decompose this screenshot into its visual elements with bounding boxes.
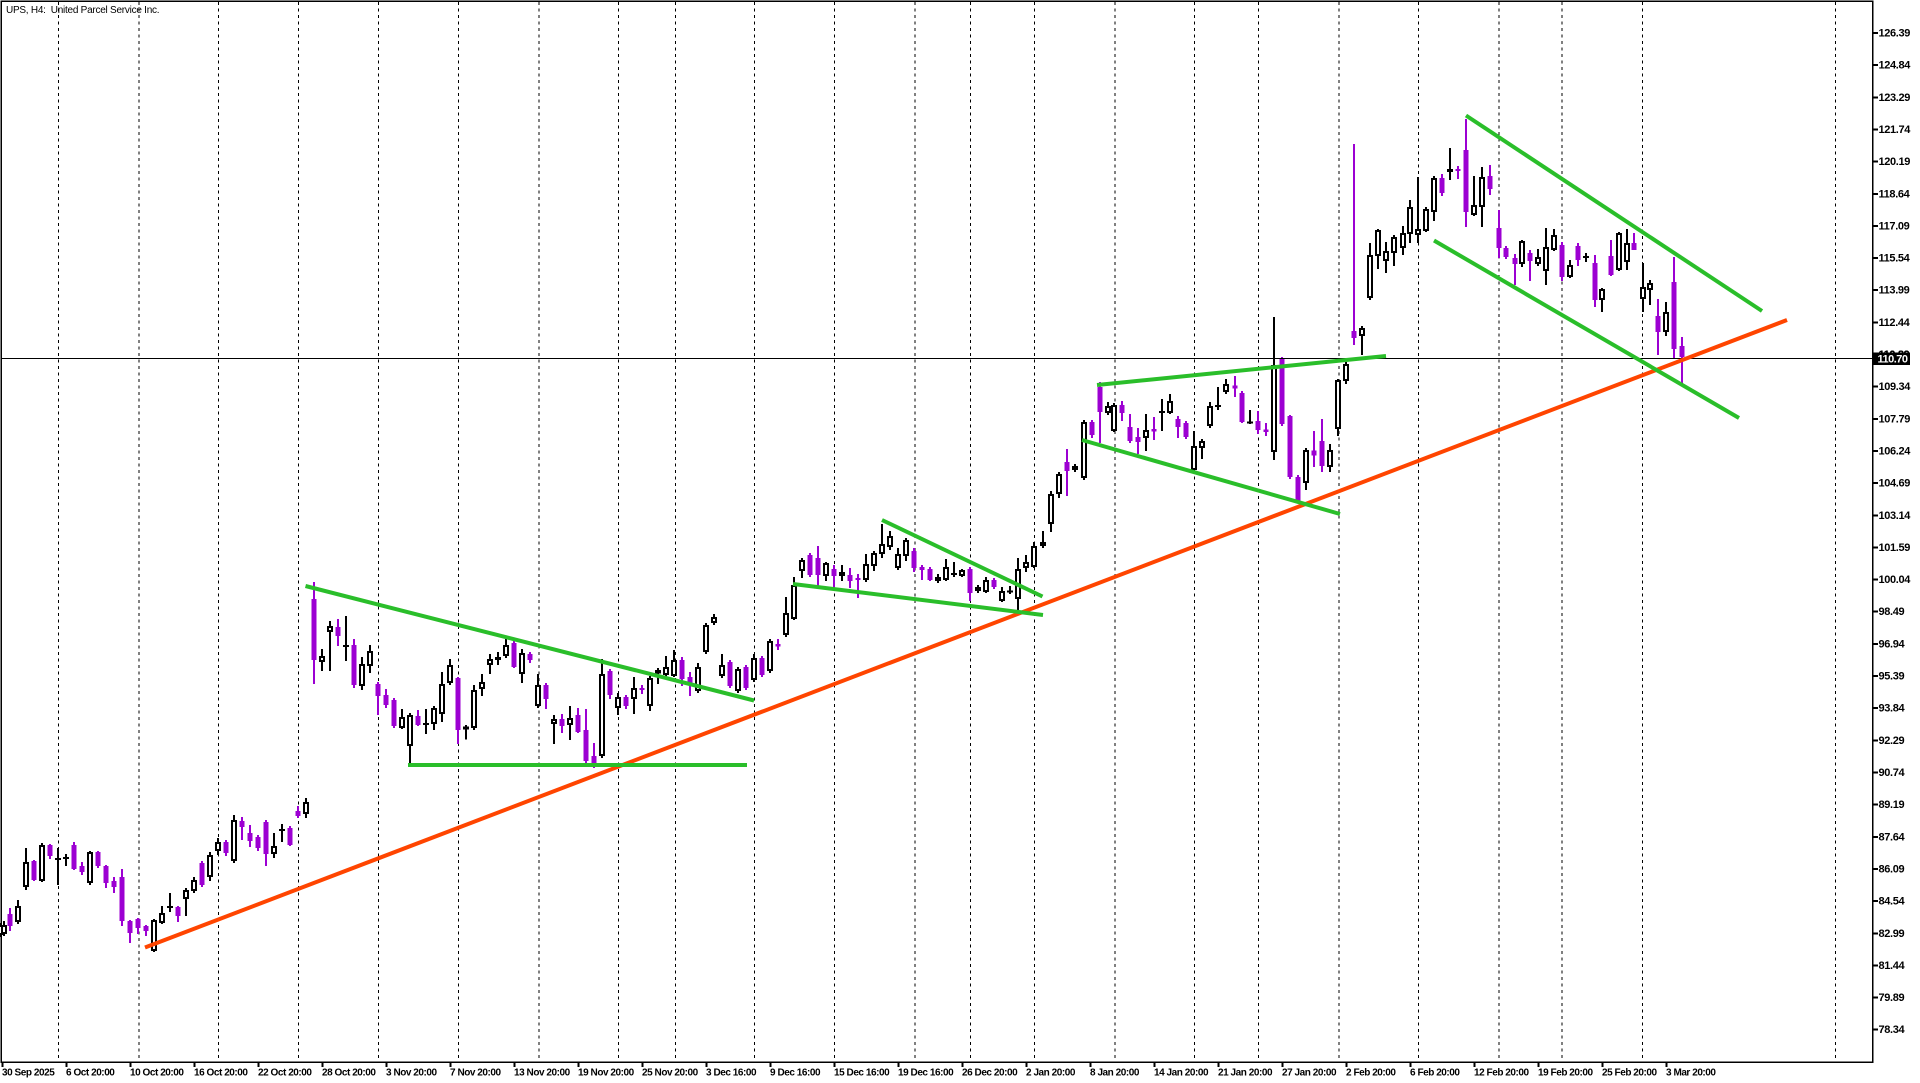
- svg-text:90.74: 90.74: [1879, 767, 1906, 779]
- svg-text:19 Nov 20:00: 19 Nov 20:00: [578, 1068, 635, 1079]
- svg-text:113.99: 113.99: [1879, 285, 1910, 297]
- svg-text:106.24: 106.24: [1879, 445, 1912, 457]
- svg-text:19 Dec 16:00: 19 Dec 16:00: [898, 1068, 954, 1079]
- svg-text:81.44: 81.44: [1879, 960, 1906, 972]
- svg-text:115.54: 115.54: [1879, 253, 1911, 265]
- svg-text:110.70: 110.70: [1878, 354, 1908, 366]
- svg-text:3 Nov 20:00: 3 Nov 20:00: [386, 1068, 438, 1079]
- svg-text:12 Feb 20:00: 12 Feb 20:00: [1474, 1068, 1530, 1079]
- svg-text:10 Oct 20:00: 10 Oct 20:00: [130, 1068, 184, 1079]
- svg-text:UPS, H4: United Parcel Servic: UPS, H4: United Parcel Service Inc.: [6, 5, 159, 16]
- svg-text:28 Oct 20:00: 28 Oct 20:00: [322, 1068, 376, 1079]
- svg-text:107.79: 107.79: [1879, 413, 1911, 425]
- svg-text:14 Jan 20:00: 14 Jan 20:00: [1154, 1068, 1209, 1079]
- svg-text:86.09: 86.09: [1879, 863, 1905, 875]
- svg-text:117.09: 117.09: [1879, 220, 1910, 232]
- svg-text:103.14: 103.14: [1879, 510, 1912, 522]
- svg-text:109.34: 109.34: [1879, 381, 1912, 393]
- svg-text:123.29: 123.29: [1879, 92, 1911, 104]
- svg-text:121.74: 121.74: [1879, 124, 1912, 136]
- svg-text:13 Nov 20:00: 13 Nov 20:00: [514, 1068, 571, 1079]
- svg-text:82.99: 82.99: [1879, 928, 1905, 940]
- svg-text:2 Feb 20:00: 2 Feb 20:00: [1346, 1068, 1396, 1079]
- svg-text:89.19: 89.19: [1879, 799, 1905, 811]
- svg-text:25 Nov 20:00: 25 Nov 20:00: [642, 1068, 699, 1079]
- svg-text:22 Oct 20:00: 22 Oct 20:00: [258, 1068, 312, 1079]
- svg-text:78.34: 78.34: [1879, 1024, 1906, 1036]
- svg-text:3 Dec 16:00: 3 Dec 16:00: [706, 1068, 757, 1079]
- svg-text:118.64: 118.64: [1879, 188, 1911, 200]
- svg-text:27 Jan 20:00: 27 Jan 20:00: [1282, 1068, 1337, 1079]
- svg-text:79.89: 79.89: [1879, 992, 1905, 1004]
- svg-text:120.19: 120.19: [1879, 156, 1911, 168]
- svg-text:126.39: 126.39: [1879, 28, 1911, 40]
- svg-text:6 Oct 20:00: 6 Oct 20:00: [66, 1068, 115, 1079]
- svg-text:112.44: 112.44: [1879, 317, 1911, 329]
- svg-text:26 Dec 20:00: 26 Dec 20:00: [962, 1068, 1018, 1079]
- svg-text:84.54: 84.54: [1879, 896, 1906, 908]
- svg-text:21 Jan 20:00: 21 Jan 20:00: [1218, 1068, 1273, 1079]
- svg-text:101.59: 101.59: [1879, 542, 1911, 554]
- svg-text:100.04: 100.04: [1879, 574, 1912, 586]
- svg-text:15 Dec 16:00: 15 Dec 16:00: [834, 1068, 890, 1079]
- svg-text:87.64: 87.64: [1879, 831, 1906, 843]
- svg-text:92.29: 92.29: [1879, 735, 1905, 747]
- svg-text:25 Feb 20:00: 25 Feb 20:00: [1602, 1068, 1658, 1079]
- svg-text:19 Feb 20:00: 19 Feb 20:00: [1538, 1068, 1594, 1079]
- svg-text:16 Oct 20:00: 16 Oct 20:00: [194, 1068, 248, 1079]
- svg-text:124.84: 124.84: [1879, 60, 1912, 72]
- svg-text:8 Jan 20:00: 8 Jan 20:00: [1090, 1068, 1140, 1079]
- svg-text:30 Sep 2025: 30 Sep 2025: [2, 1068, 55, 1079]
- svg-text:93.84: 93.84: [1879, 703, 1906, 715]
- svg-text:96.94: 96.94: [1879, 638, 1906, 650]
- svg-text:6 Feb 20:00: 6 Feb 20:00: [1410, 1068, 1460, 1079]
- svg-text:98.49: 98.49: [1879, 606, 1905, 618]
- svg-text:3 Mar 20:00: 3 Mar 20:00: [1666, 1068, 1716, 1079]
- svg-text:9 Dec 16:00: 9 Dec 16:00: [770, 1068, 821, 1079]
- svg-text:2 Jan 20:00: 2 Jan 20:00: [1026, 1068, 1076, 1079]
- svg-text:104.69: 104.69: [1879, 478, 1911, 490]
- svg-text:95.39: 95.39: [1879, 671, 1905, 683]
- svg-text:7 Nov 20:00: 7 Nov 20:00: [450, 1068, 502, 1079]
